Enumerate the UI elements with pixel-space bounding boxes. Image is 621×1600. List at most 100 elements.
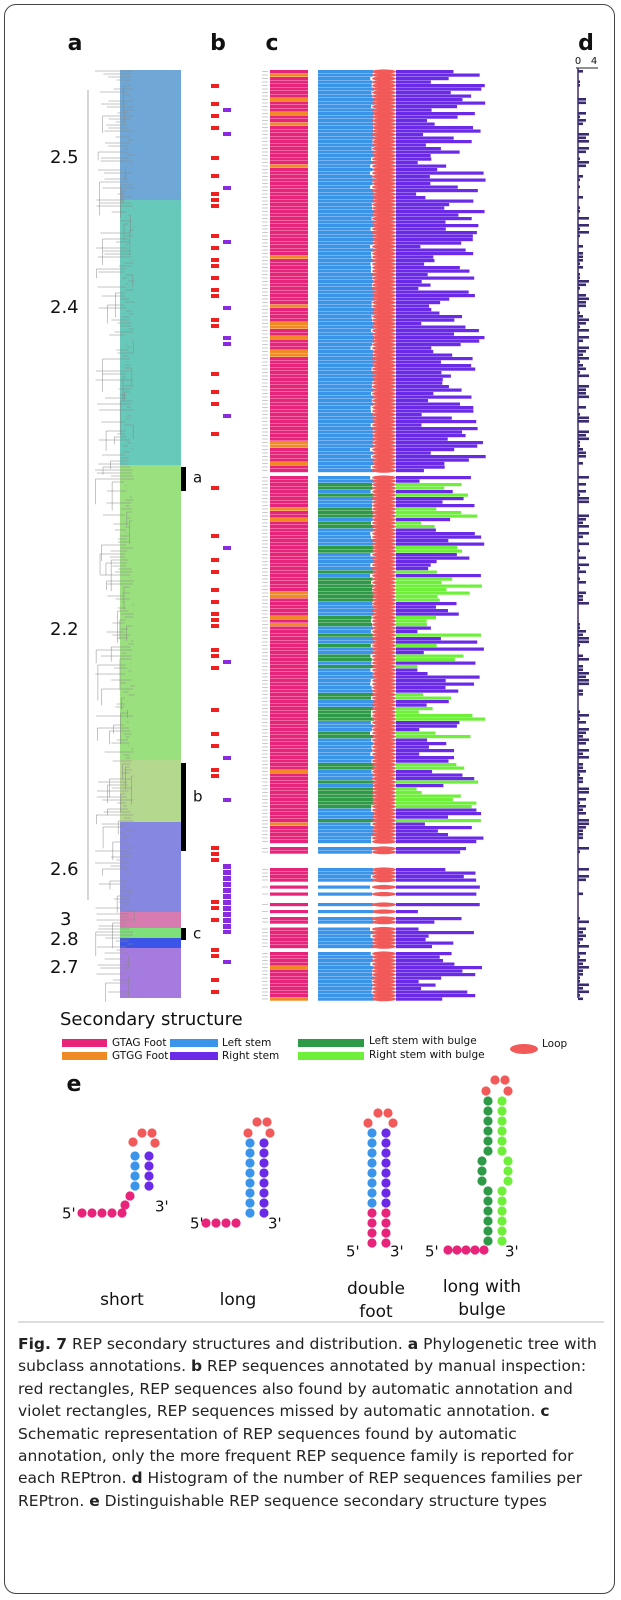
left-stem xyxy=(318,777,373,781)
clade-block xyxy=(120,760,181,822)
foot xyxy=(270,220,308,224)
left-stem xyxy=(318,178,376,182)
loop xyxy=(372,800,396,806)
left-stem xyxy=(318,917,374,921)
loop xyxy=(372,377,396,382)
left-stem xyxy=(318,829,376,833)
foot xyxy=(270,322,308,326)
left-stem xyxy=(318,577,373,581)
foot xyxy=(270,693,308,697)
manual-rep xyxy=(211,666,219,670)
left-stem xyxy=(318,357,375,361)
manual-rep xyxy=(211,600,219,604)
foot xyxy=(270,868,308,872)
right-stem xyxy=(396,147,441,151)
foot xyxy=(270,539,308,543)
histogram-bar xyxy=(578,161,589,164)
left-stem xyxy=(318,738,372,742)
loop xyxy=(372,583,396,589)
right-stem xyxy=(396,791,422,795)
histogram-bar xyxy=(578,444,580,448)
base xyxy=(147,1128,157,1138)
right-stem xyxy=(396,444,478,448)
foot xyxy=(270,290,308,294)
subclass-label: 2.4 xyxy=(50,297,79,318)
foot xyxy=(270,196,308,200)
right-stem xyxy=(396,234,473,238)
manual-rep xyxy=(211,558,219,562)
histogram-bar xyxy=(578,549,580,553)
histogram-bar xyxy=(578,801,580,805)
left-stem xyxy=(318,290,376,294)
loop xyxy=(372,744,396,750)
base xyxy=(483,1226,493,1236)
base xyxy=(483,1136,493,1146)
right-stem xyxy=(396,535,482,539)
right-stem xyxy=(396,763,457,767)
loop xyxy=(372,566,396,571)
caption-key: c xyxy=(540,1402,550,1421)
manual-rep xyxy=(211,708,219,712)
histogram-bar xyxy=(578,997,583,1001)
base xyxy=(245,1188,255,1198)
right-stem xyxy=(396,196,426,200)
manual-rep xyxy=(211,264,219,268)
right-stem xyxy=(396,703,427,707)
loop xyxy=(372,730,396,736)
foot xyxy=(270,703,308,707)
foot xyxy=(270,486,308,490)
loop xyxy=(372,510,396,515)
foot xyxy=(270,553,308,557)
histogram-bar xyxy=(578,462,583,465)
clade-block xyxy=(120,938,181,948)
histogram-bar xyxy=(578,136,586,140)
right-stem xyxy=(396,290,469,294)
right-stem xyxy=(396,640,478,644)
base xyxy=(483,1206,493,1216)
loop xyxy=(372,363,396,368)
foot xyxy=(270,161,308,165)
left-stem xyxy=(318,122,374,126)
subclass-label: 2.6 xyxy=(50,859,79,880)
left-stem xyxy=(318,371,376,375)
left-stem xyxy=(318,570,375,574)
loop xyxy=(372,433,396,438)
right-stem xyxy=(396,941,454,945)
clade-block xyxy=(120,912,181,928)
foot xyxy=(270,175,308,179)
histogram-bar xyxy=(578,556,586,560)
left-stem xyxy=(318,402,373,406)
loop xyxy=(372,293,396,298)
loop xyxy=(372,769,396,774)
right-stem xyxy=(396,990,468,994)
left-stem xyxy=(318,871,375,875)
left-stem xyxy=(318,567,376,571)
histogram-bar xyxy=(578,672,589,675)
foot xyxy=(270,875,308,879)
loop xyxy=(372,356,396,361)
right-stem xyxy=(396,455,486,459)
right-stem xyxy=(396,462,445,466)
foot xyxy=(270,728,308,732)
base xyxy=(107,1208,117,1218)
loop xyxy=(372,548,396,554)
foot xyxy=(270,588,308,592)
histogram-bar xyxy=(578,304,586,308)
histogram-bar xyxy=(578,682,589,686)
histogram-bar xyxy=(578,920,589,924)
panel-label: a xyxy=(68,31,83,56)
foot xyxy=(270,108,308,112)
histogram-bar xyxy=(578,346,589,350)
base xyxy=(497,1096,507,1106)
foot xyxy=(270,287,308,291)
histogram-bar xyxy=(578,630,586,633)
manual-rep xyxy=(223,186,231,190)
histogram-bar xyxy=(578,773,580,777)
foot xyxy=(270,164,308,168)
clade-block xyxy=(120,948,181,998)
loop xyxy=(372,982,396,988)
manual-rep xyxy=(211,114,219,118)
right-stem xyxy=(396,633,481,637)
loop xyxy=(372,142,396,148)
left-stem xyxy=(318,98,376,102)
